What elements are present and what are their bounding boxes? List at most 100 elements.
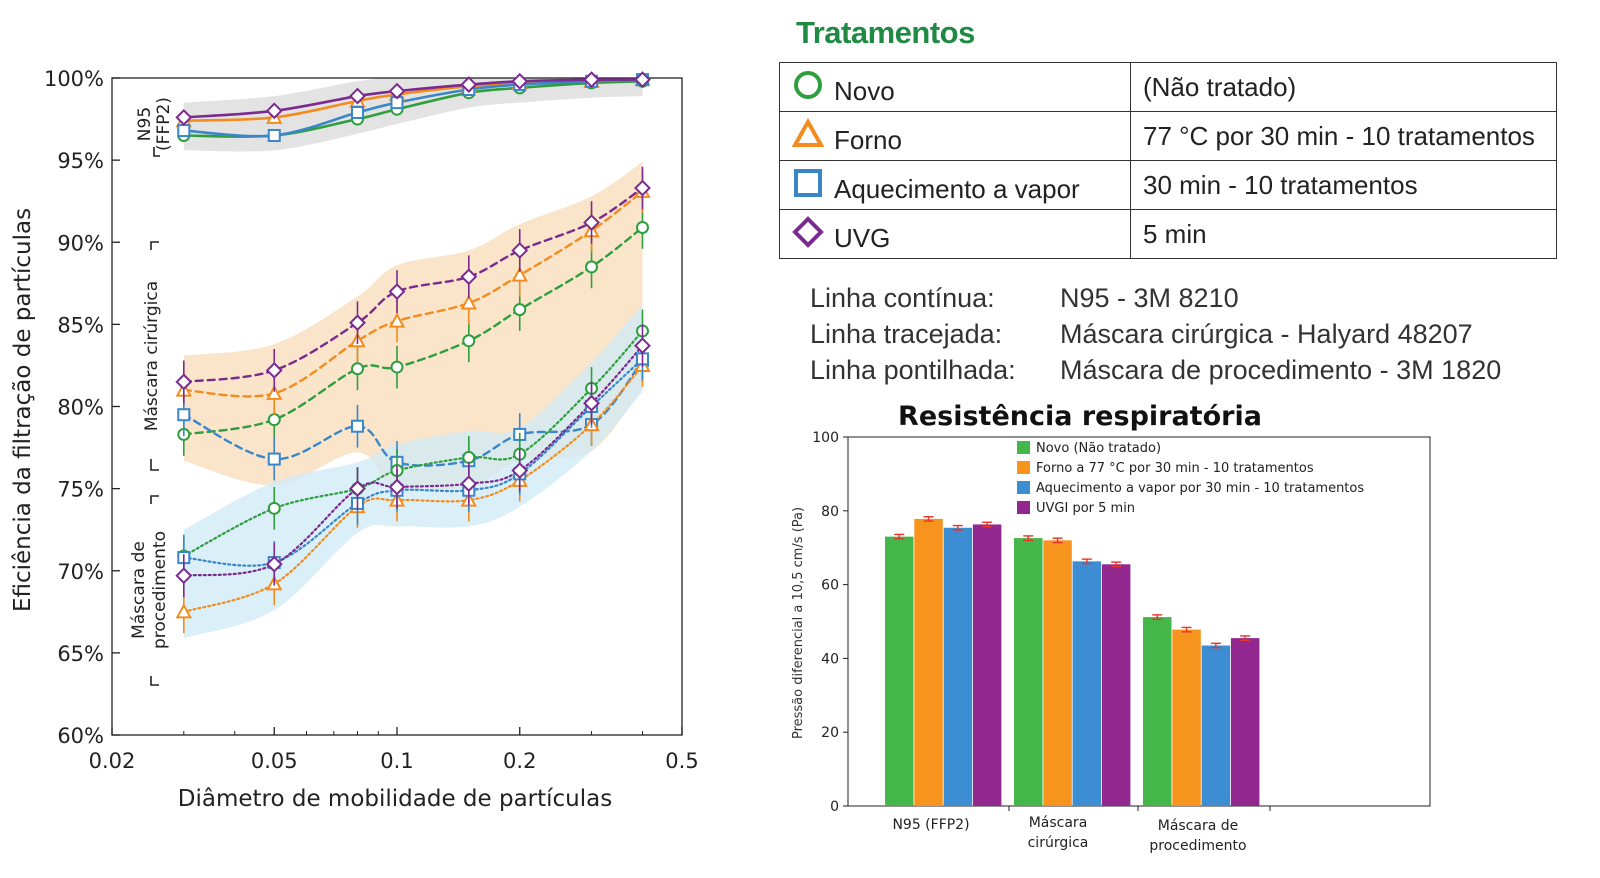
confidence-band <box>183 304 643 639</box>
line-style-value: N95 - 3M 8210 <box>1060 283 1239 313</box>
x-tick-label: 0.2 <box>503 749 536 773</box>
treatment-desc: 5 min <box>1143 218 1207 249</box>
treatment-desc-cell: (Não tratado) <box>1130 62 1557 112</box>
y-tick-label: 60% <box>57 724 104 748</box>
data-point <box>267 501 281 515</box>
bar-axes: 0 20 40 60 80 100 <box>812 430 1431 815</box>
data-point <box>390 360 404 374</box>
series-line <box>182 344 644 577</box>
data-point <box>388 82 406 100</box>
treatment-name-cell: UVG <box>779 209 1131 259</box>
data-point <box>265 102 283 120</box>
treatment-name-cell: Aquecimento a vapor <box>779 160 1131 210</box>
treatment-desc: 77 °C por 30 min - 10 tratamentos <box>1143 120 1535 151</box>
data-point <box>177 408 191 422</box>
treatment-name: Forno <box>834 124 902 155</box>
data-point <box>350 105 364 119</box>
bar-chart-title: Resistência respiratória <box>898 401 1262 432</box>
treatment-row: Forno 77 °C por 30 min - 10 tratamentos <box>779 111 1557 161</box>
data-point <box>349 314 366 332</box>
square-marker-icon <box>794 168 822 197</box>
y-tick-label: 65% <box>57 642 104 666</box>
bar <box>1014 538 1043 806</box>
triangle-marker-icon <box>792 117 824 147</box>
data-point <box>388 283 406 300</box>
treatment-desc-cell: 77 °C por 30 min - 10 tratamentos <box>1130 111 1557 161</box>
confidence-bands <box>183 77 643 639</box>
legend-label: Aquecimento a vapor por 30 min - 10 trat… <box>1036 481 1364 496</box>
data-point <box>635 220 649 234</box>
data-point <box>350 419 364 433</box>
data-point <box>265 361 283 379</box>
line-style-label: Linha contínua: <box>810 283 995 313</box>
treatment-name-cell: Forno <box>779 111 1131 161</box>
bar <box>1101 564 1131 806</box>
data-point <box>265 555 283 573</box>
data-point <box>511 266 528 282</box>
line-style-value: Máscara de procedimento - 3M 1820 <box>1060 355 1502 385</box>
data-point <box>175 603 192 619</box>
data-point <box>267 128 281 142</box>
data-point <box>460 294 477 310</box>
y-axis-label: Eficiência da filtração de partículas <box>10 208 36 612</box>
legend-swatch <box>1017 481 1030 494</box>
y-tick-label: 100% <box>44 67 104 91</box>
data-point <box>583 71 600 89</box>
data-point <box>349 87 366 105</box>
x-tick-label: 0.1 <box>380 749 413 773</box>
data-point <box>175 567 193 585</box>
bar <box>1072 561 1102 806</box>
data-point <box>267 452 281 466</box>
data-point <box>175 373 193 391</box>
bar-plot-frame <box>847 436 1431 807</box>
data-point <box>460 268 478 286</box>
data-point <box>585 260 599 274</box>
group-labels: N95 (FFP2) Máscara cirúrgica Máscara de … <box>129 97 174 649</box>
x-tick-label: 0.05 <box>251 749 298 773</box>
legend-swatch <box>1017 501 1030 514</box>
data-point <box>634 71 651 89</box>
data-point <box>177 124 191 138</box>
data-point <box>583 394 600 412</box>
data-point <box>511 462 529 479</box>
data-point <box>511 242 529 259</box>
circle-marker-icon <box>794 70 822 99</box>
data-point <box>350 362 364 376</box>
treatment-name-cell: Novo <box>779 62 1131 112</box>
group-label-procedure-2: procedimento <box>150 531 170 649</box>
bar <box>1143 617 1172 806</box>
group-label-ffp2: (FFP2) <box>154 97 174 151</box>
data-point <box>634 179 651 197</box>
bar-y-axis-label: Pressão diferencial a 10,5 cm/s (Pa) <box>791 507 806 739</box>
legend-label: UVGI por 5 min <box>1036 501 1135 516</box>
data-point <box>634 337 651 355</box>
line-style-row: Linha tracejada: Máscara cirúrgica - Hal… <box>810 316 1501 352</box>
data-point <box>388 312 406 328</box>
bar <box>1230 638 1260 806</box>
bar-y-tick-label: 0 <box>830 799 839 815</box>
line-style-label: Linha pontilhada: <box>810 355 1016 385</box>
data-point <box>349 480 366 498</box>
treatment-name: Aquecimento a vapor <box>834 173 1080 204</box>
bar <box>1043 540 1072 806</box>
treatments-title: Tratamentos <box>796 15 975 50</box>
data-point <box>583 214 600 231</box>
data-point <box>460 475 478 493</box>
legend-label: Forno a 77 °C por 30 min - 10 tratamento… <box>1036 461 1314 476</box>
axes: 60% 65% 70% 75% 80% 85% 90% 95% 100% 0.02 0.05 0.1 0… <box>44 67 699 773</box>
bar <box>1172 629 1201 806</box>
bar-y-tick-label: 80 <box>821 504 839 520</box>
legend-swatch <box>1017 441 1030 454</box>
data-point <box>462 334 476 348</box>
bar-category-label: Máscara <box>1029 815 1088 831</box>
bar-legend: Novo (Não tratado) Forno a 77 °C por 30 … <box>1017 441 1364 516</box>
legend-label: Novo (Não tratado) <box>1036 441 1161 456</box>
treatment-desc-cell: 5 min <box>1130 209 1557 259</box>
treatment-row: UVG 5 min <box>779 209 1557 259</box>
bar <box>943 527 973 806</box>
bar-category-label: N95 (FFP2) <box>892 817 969 833</box>
line-style-label: Linha tracejada: <box>810 319 1003 349</box>
bar-category-label: cirúrgica <box>1028 835 1089 851</box>
y-tick-label: 75% <box>57 478 104 502</box>
y-tick-label: 70% <box>57 560 104 584</box>
